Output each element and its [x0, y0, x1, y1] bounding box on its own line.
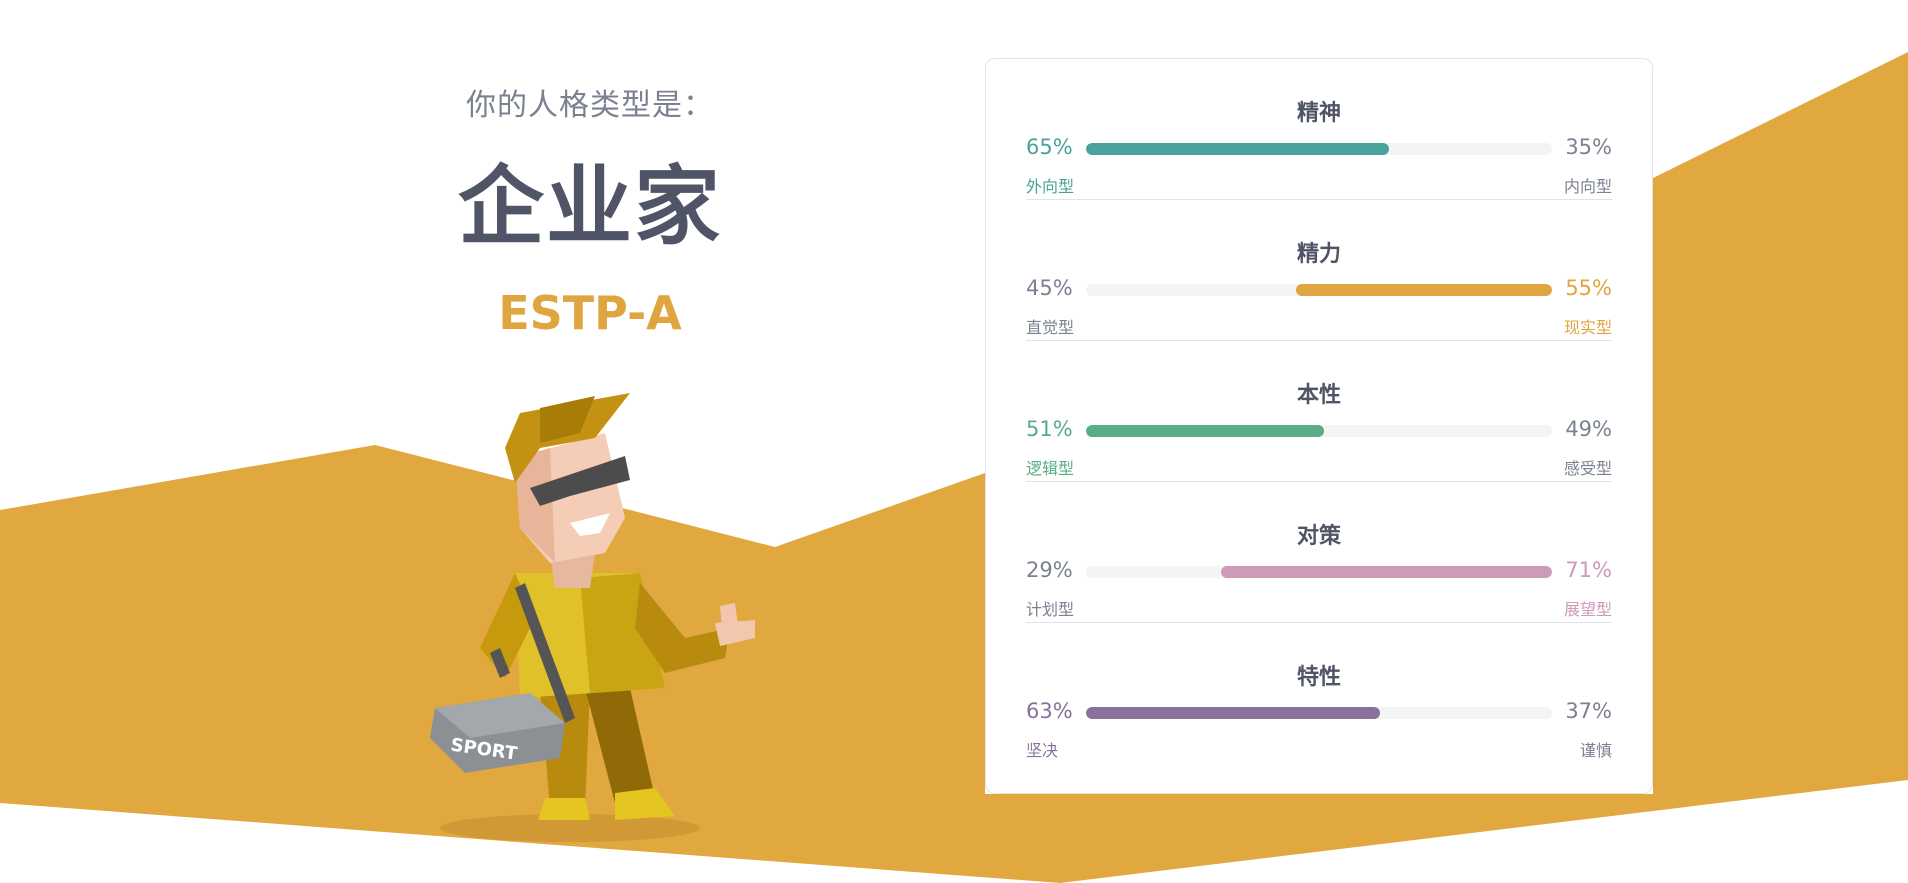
trait-right-percent: 71%: [1565, 558, 1612, 582]
trait-row: 特性 63% 37% 坚决 谨慎: [1026, 623, 1612, 764]
trait-left-label: 直觉型: [1026, 318, 1075, 337]
trait-left-label: 外向型: [1026, 177, 1075, 196]
trait-right-percent: 49%: [1565, 417, 1612, 441]
intro-text: 你的人格类型是：: [466, 88, 714, 123]
trait-title: 精神: [1296, 101, 1341, 126]
trait-bar-fill: [1086, 707, 1380, 719]
trait-row: 精力 45% 55% 直觉型 现实型: [1026, 200, 1612, 341]
result-header: 你的人格类型是： 企业家 ESTP-A: [340, 80, 840, 340]
trait-left-percent: 45%: [1026, 276, 1073, 300]
trait-right-percent: 37%: [1565, 699, 1612, 723]
trait-left-percent: 51%: [1026, 417, 1073, 441]
trait-right-percent: 55%: [1565, 276, 1612, 300]
trait-bar: [1086, 143, 1552, 155]
trait-bar: [1086, 284, 1552, 296]
trait-title: 精力: [1296, 242, 1341, 267]
trait-right-label: 现实型: [1563, 318, 1612, 337]
trait-bar-fill: [1086, 425, 1324, 437]
trait-results-card: 精神 65% 35% 外向型 内向型 精力 45% 55% 直觉型 现实型 本性…: [985, 58, 1653, 794]
trait-left-label: 计划型: [1026, 600, 1075, 619]
trait-bar: [1086, 707, 1552, 719]
trait-right-label: 谨慎: [1579, 741, 1612, 760]
trait-row: 对策 29% 71% 计划型 展望型: [1026, 482, 1612, 623]
trait-row: 精神 65% 35% 外向型 内向型: [1026, 59, 1612, 200]
character-illustration: SPORT: [430, 393, 755, 842]
trait-right-label: 内向型: [1563, 177, 1612, 196]
trait-bar-fill: [1221, 566, 1552, 578]
trait-right-label: 感受型: [1563, 459, 1612, 478]
trait-bar: [1086, 425, 1552, 437]
trait-left-label: 逻辑型: [1026, 459, 1075, 478]
trait-left-percent: 65%: [1026, 135, 1073, 159]
trait-right-label: 展望型: [1563, 600, 1612, 619]
personality-type-name: 企业家: [458, 157, 722, 257]
trait-title: 对策: [1296, 524, 1341, 549]
trait-right-percent: 35%: [1565, 135, 1612, 159]
trait-left-label: 坚决: [1026, 741, 1059, 760]
trait-row: 本性 51% 49% 逻辑型 感受型: [1026, 341, 1612, 482]
trait-left-percent: 29%: [1026, 558, 1073, 582]
trait-bar-fill: [1295, 284, 1552, 296]
trait-title: 本性: [1296, 383, 1341, 408]
personality-type-code: ESTP-A: [498, 286, 682, 340]
trait-bar-fill: [1086, 143, 1389, 155]
trait-title: 特性: [1296, 665, 1341, 690]
trait-bar: [1086, 566, 1552, 578]
trait-left-percent: 63%: [1026, 699, 1073, 723]
